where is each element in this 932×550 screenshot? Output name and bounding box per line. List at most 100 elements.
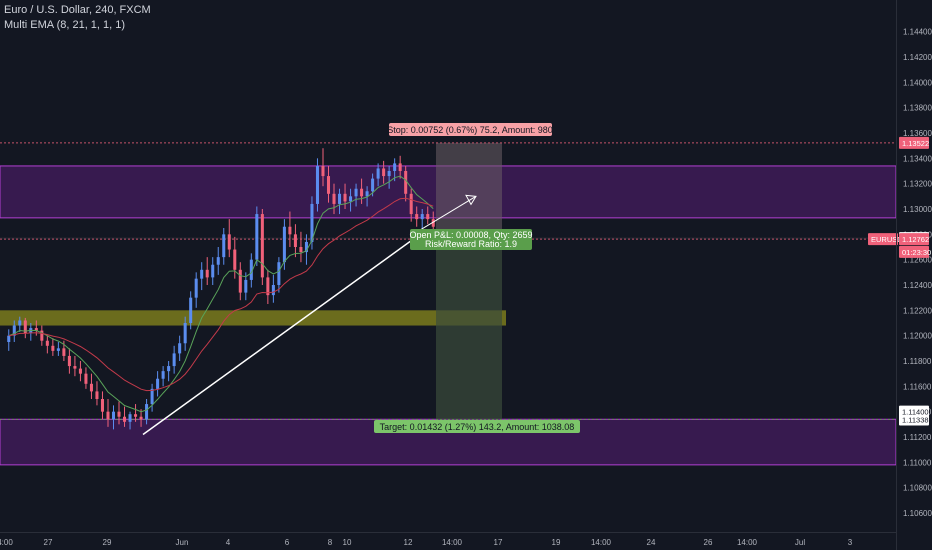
candle-body — [238, 269, 242, 293]
candle-body — [271, 285, 275, 296]
x-tick-label: 6 — [285, 538, 290, 547]
candle-body — [349, 196, 353, 202]
stop-label-box — [389, 123, 552, 136]
price-badge-label: 1.12762 — [902, 235, 929, 244]
candle-body — [420, 214, 424, 220]
y-tick-label: 1.11600 — [903, 382, 932, 391]
candle-body — [145, 404, 149, 420]
y-tick-label: 1.12200 — [903, 306, 932, 315]
y-tick-label: 1.13800 — [903, 104, 932, 113]
x-tick-label: 26 — [704, 538, 713, 547]
stop-area — [436, 142, 502, 239]
price-badge — [899, 405, 929, 418]
candle-body — [404, 171, 408, 194]
candle-body — [62, 348, 66, 356]
y-tick-label: 1.14000 — [903, 78, 932, 87]
y-tick-label: 1.13600 — [903, 129, 932, 138]
x-tick-label: 27 — [44, 538, 53, 547]
price-badge-label: 01:23:30 — [902, 248, 931, 257]
candle-body — [18, 320, 22, 326]
y-tick-label: 1.14400 — [903, 28, 932, 37]
candle-body — [304, 241, 308, 253]
candle-body — [233, 249, 237, 270]
candle-body — [354, 188, 358, 197]
candle-body — [266, 277, 270, 296]
candle-body — [299, 247, 303, 253]
arrow-head — [465, 194, 477, 206]
candle-body — [189, 297, 193, 323]
candle-body — [277, 262, 281, 285]
x-tick-label: 29 — [103, 538, 112, 547]
candle-body — [260, 214, 264, 278]
candle-body — [387, 171, 391, 177]
chart-title: Euro / U.S. Dollar, 240, FXCM — [4, 4, 151, 16]
x-tick-label: 24 — [647, 538, 656, 547]
candle-body — [321, 165, 325, 177]
candle-body — [255, 214, 259, 260]
target-label: Target: 0.01432 (1.27%) 143.2, Amount: 1… — [380, 422, 575, 432]
candle-body — [365, 191, 369, 197]
candle-body — [78, 368, 82, 374]
candle-body — [205, 269, 209, 278]
y-tick-label: 1.12400 — [903, 281, 932, 290]
candle-body — [415, 214, 419, 220]
candle-body — [106, 411, 110, 420]
x-tick-label: 4:00 — [0, 538, 13, 547]
candle-body — [332, 193, 336, 204]
target-area — [436, 238, 502, 420]
y-tick-label: 1.11200 — [903, 433, 932, 442]
candle-body — [426, 214, 430, 220]
candle-body — [139, 416, 143, 420]
y-tick-label: 1.13000 — [903, 205, 932, 214]
candle-body — [200, 269, 204, 279]
pnl-label-box — [410, 229, 532, 250]
candle-body — [216, 257, 220, 265]
time-axis-separator — [0, 532, 896, 533]
candle-body — [89, 383, 93, 392]
candle-body — [293, 234, 297, 247]
candle-body — [393, 163, 397, 171]
candle-body — [100, 399, 104, 412]
candle-body — [51, 345, 55, 351]
candle-body — [282, 226, 286, 263]
candle-body — [398, 163, 402, 171]
x-tick-label: 14:00 — [442, 538, 463, 547]
candle-body — [194, 278, 198, 298]
candle-body — [134, 414, 138, 417]
candle-body — [12, 325, 16, 336]
candle-body — [227, 234, 231, 250]
price-badge-label: 1.13522 — [902, 139, 929, 148]
y-tick-label: 1.13200 — [903, 180, 932, 189]
y-tick-label: 1.11800 — [903, 357, 932, 366]
candle-body — [73, 366, 77, 369]
x-tick-label: 14:00 — [591, 538, 612, 547]
price-badge-label: 1.11400 — [902, 408, 929, 417]
stop-label: Stop: 0.00752 (0.67%) 75.2, Amount: 980 — [387, 125, 553, 135]
candle-body — [211, 264, 215, 278]
candle-body — [371, 178, 375, 192]
x-tick-label: 19 — [552, 538, 561, 547]
candle-body — [7, 335, 11, 342]
candle-body — [360, 188, 364, 197]
x-tick-label: Jul — [795, 538, 805, 547]
y-tick-label: 1.14200 — [903, 53, 932, 62]
candle-body — [382, 168, 386, 177]
candle-body — [315, 165, 319, 204]
y-tick-label: 1.13400 — [903, 154, 932, 163]
candle-body — [326, 176, 331, 194]
x-tick-label: 10 — [343, 538, 352, 547]
candle-body — [178, 343, 182, 354]
ema-fast — [8, 175, 434, 413]
candle-body — [123, 416, 127, 422]
candle-body — [244, 279, 248, 293]
x-tick-label: 4 — [226, 538, 231, 547]
candle-body — [409, 193, 413, 215]
candle-body — [128, 414, 132, 422]
price-badge — [899, 233, 929, 246]
price-axis-separator — [896, 0, 897, 550]
indicator-label[interactable]: Multi EMA (8, 21, 1, 1, 1) — [4, 19, 126, 31]
x-tick-label: 17 — [494, 538, 503, 547]
candle-body — [183, 323, 187, 344]
y-tick-label: 1.10600 — [903, 509, 932, 518]
